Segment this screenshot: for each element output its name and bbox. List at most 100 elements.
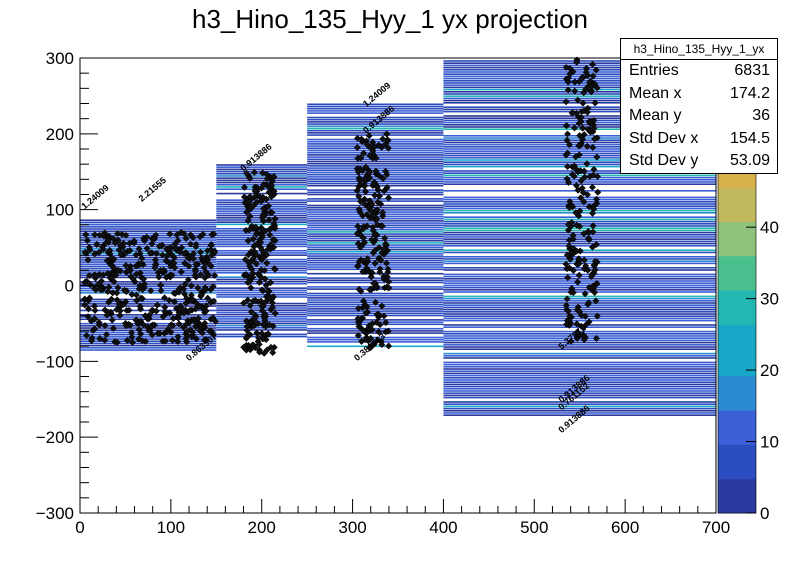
- point-cluster-2: [353, 130, 393, 352]
- data-point: [567, 337, 575, 345]
- y-tick-label: −200: [36, 428, 74, 447]
- data-point: [563, 175, 571, 183]
- data-point: [589, 228, 597, 236]
- color-segment: [718, 187, 756, 205]
- data-point: [86, 246, 94, 254]
- data-point: [568, 219, 576, 226]
- data-point: [201, 336, 208, 344]
- data-point: [155, 242, 163, 250]
- bin-line: [443, 165, 716, 168]
- data-point: [583, 108, 591, 116]
- data-point: [574, 96, 582, 104]
- data-point: [592, 66, 600, 74]
- bin-line: [216, 326, 308, 329]
- data-point: [104, 288, 112, 296]
- data-point: [564, 307, 572, 315]
- data-point: [575, 271, 583, 279]
- data-point: [240, 343, 248, 351]
- bin-line: [80, 226, 217, 228]
- bin-line: [443, 203, 716, 205]
- bin-line: [443, 366, 716, 368]
- data-point: [244, 279, 252, 287]
- data-point: [580, 336, 588, 344]
- data-point: [581, 290, 589, 298]
- bin-line: [80, 232, 217, 235]
- x-axis: 0 100 200 300 400 500 600 700: [75, 499, 730, 537]
- data-point: [593, 280, 601, 288]
- data-point: [173, 231, 181, 239]
- data-point: [363, 140, 371, 148]
- x-tick-label: 600: [611, 518, 639, 537]
- data-point: [566, 141, 573, 149]
- data-point: [86, 281, 94, 289]
- data-point: [568, 109, 576, 117]
- data-point: [207, 242, 215, 250]
- data-point: [113, 289, 121, 297]
- data-point: [590, 125, 598, 132]
- data-point: [171, 264, 179, 272]
- bin-line: [307, 206, 444, 209]
- data-point: [359, 257, 367, 265]
- data-point: [153, 250, 161, 257]
- data-point: [360, 181, 368, 189]
- bin-line: [307, 165, 444, 167]
- color-segment: [718, 307, 756, 325]
- data-point: [113, 296, 121, 304]
- data-point: [126, 247, 134, 254]
- data-point: [260, 180, 268, 188]
- data-point: [371, 191, 379, 199]
- data-point: [141, 312, 149, 320]
- data-point: [143, 245, 151, 252]
- bin-line: [80, 219, 217, 222]
- data-point: [359, 326, 366, 334]
- color-segment: [718, 392, 756, 411]
- bin-line: [307, 268, 444, 271]
- data-point: [593, 200, 601, 207]
- data-point: [106, 246, 114, 254]
- data-point: [264, 330, 272, 338]
- data-point: [243, 169, 250, 177]
- bin-line: [80, 300, 217, 303]
- data-point: [198, 329, 206, 337]
- bin-line: [80, 267, 217, 270]
- data-point: [384, 327, 392, 335]
- data-point: [114, 266, 122, 274]
- data-point: [82, 231, 90, 239]
- data-point: [193, 300, 201, 307]
- bin-line: [443, 284, 716, 287]
- data-point: [109, 235, 117, 243]
- bin-line: [80, 228, 217, 230]
- bin-line: [443, 348, 716, 350]
- bin-line: [80, 285, 217, 288]
- y-tick-label: 300: [46, 49, 74, 68]
- data-point: [256, 279, 263, 286]
- data-point: [259, 211, 267, 219]
- bin-line: [443, 97, 716, 100]
- bin-line: [443, 346, 716, 348]
- bin-line: [307, 127, 444, 130]
- data-point: [383, 259, 390, 267]
- bin-line: [443, 374, 716, 377]
- data-point: [579, 124, 587, 132]
- data-point: [198, 254, 206, 262]
- data-point: [564, 149, 571, 157]
- data-point: [258, 302, 266, 310]
- bin-line: [307, 129, 444, 132]
- data-point: [171, 298, 179, 306]
- data-point: [270, 220, 278, 228]
- data-point: [383, 171, 391, 179]
- bin-line: [443, 414, 716, 416]
- bin-line: [216, 210, 308, 212]
- data-point: [209, 314, 217, 322]
- data-point: [123, 336, 131, 344]
- data-point: [187, 282, 195, 290]
- data-point: [250, 168, 258, 176]
- data-point: [270, 187, 278, 195]
- bin-line: [443, 218, 716, 221]
- data-point: [182, 320, 190, 328]
- plot-area: 1.24009 2.215550.9138861.240090.9138860.8…: [79, 56, 716, 435]
- bin-line: [307, 341, 444, 343]
- data-point: [157, 287, 165, 295]
- data-point: [81, 248, 89, 256]
- bin-line: [216, 320, 308, 322]
